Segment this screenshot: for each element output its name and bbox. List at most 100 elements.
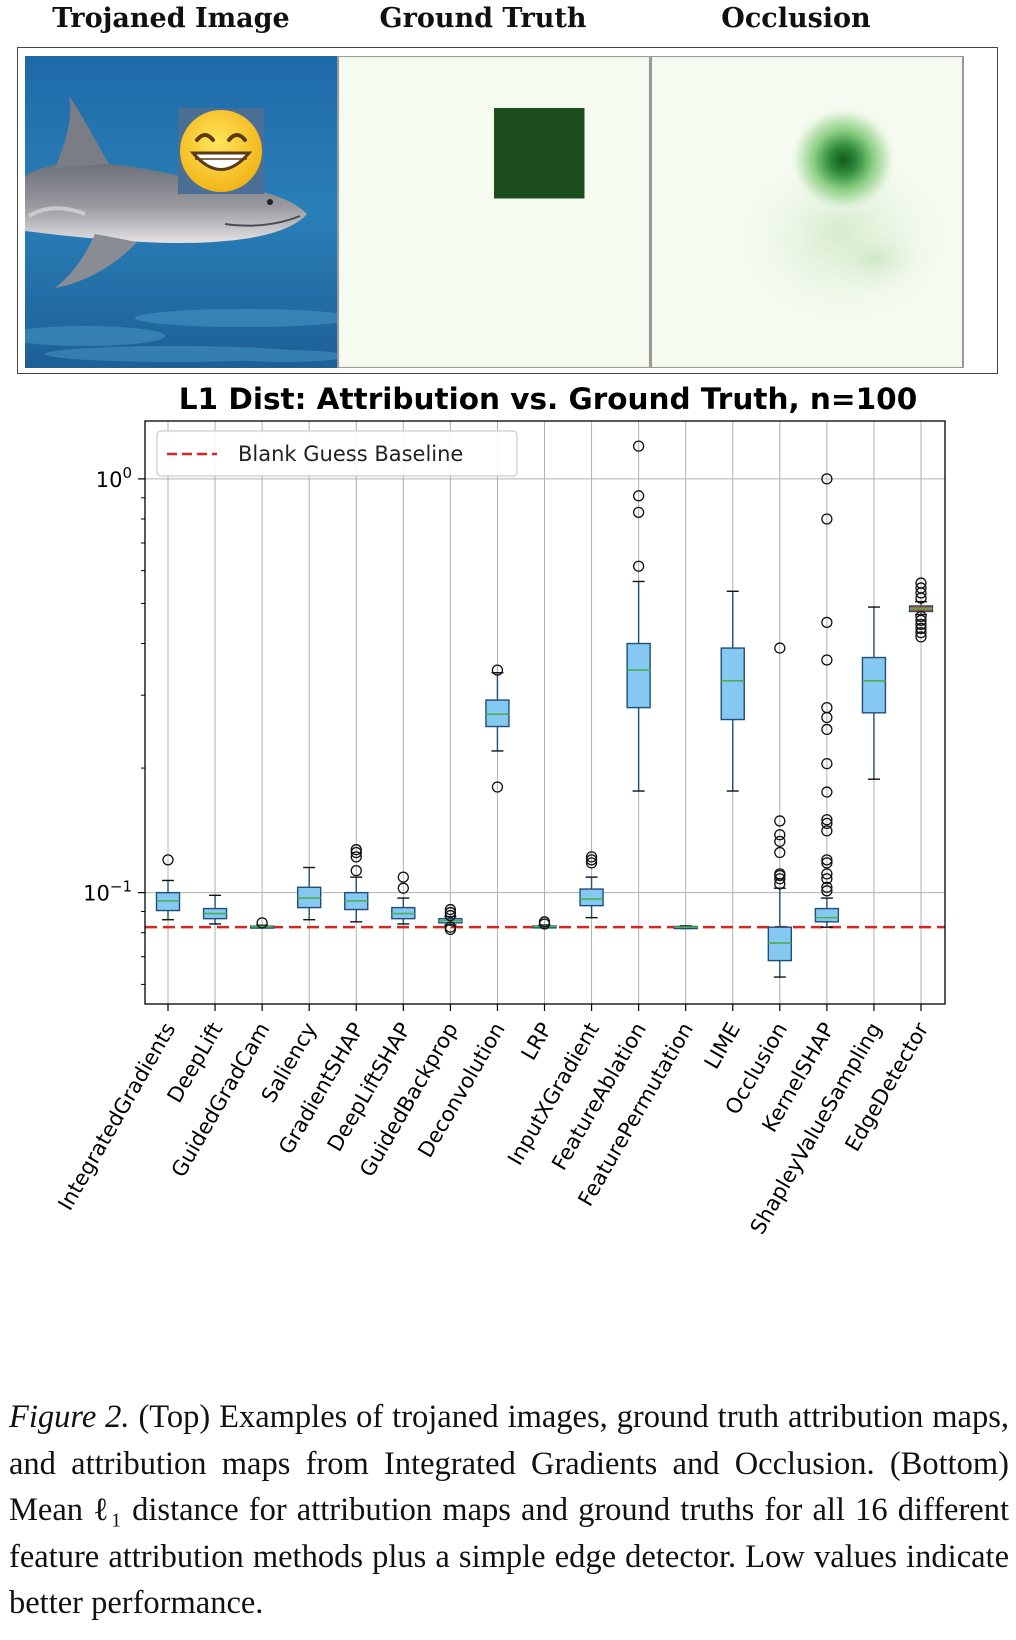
outlier-point: [538, 916, 551, 928]
outlier-point: [915, 614, 927, 627]
outlier-point: [585, 854, 598, 866]
outlier-point: [821, 757, 833, 770]
outlier-point: [821, 701, 833, 714]
outlier-point: [821, 616, 833, 629]
box-FeaturePermutation: [673, 925, 698, 930]
box-IntegratedGradients: [155, 854, 181, 921]
box-Saliency: [296, 866, 322, 921]
iqr-box: [485, 699, 510, 728]
box-LIME: [720, 590, 745, 792]
outlier-point: [585, 857, 598, 869]
panel-title-ground-truth: Ground Truth: [379, 3, 587, 34]
box-FeatureAblation: [626, 440, 651, 792]
boxplot-chart: L1 Dist: Attribution vs. Ground Truth, n…: [53, 382, 946, 1238]
outlier-point: [774, 815, 786, 827]
x-tick-label: IntegratedGradients: [53, 1019, 180, 1215]
occlusion-map: [650, 56, 964, 368]
outlier-point: [444, 909, 457, 922]
box-GradientSHAP: [344, 844, 369, 923]
box-ShapleyValueSampling: [861, 606, 887, 780]
outlier-point: [821, 881, 833, 893]
figure-caption: Figure 2. (Top) Examples of trojaned ima…: [9, 1394, 1009, 1627]
outlier-point: [397, 871, 409, 883]
outlier-point: [915, 626, 927, 639]
outlier-point: [774, 829, 786, 841]
outlier-point: [444, 906, 457, 919]
box-DeepLiftSHAP: [391, 871, 416, 925]
outlier-point: [821, 825, 833, 837]
x-tick-label: LRP: [517, 1019, 557, 1065]
outlier-point: [821, 473, 833, 485]
outlier-point: [915, 618, 927, 631]
outlier-point: [821, 885, 833, 897]
trojaned-image: [25, 56, 339, 368]
iqr-box: [579, 888, 604, 907]
x-tick-label: LIME: [700, 1019, 745, 1074]
sand-floor: [25, 309, 339, 362]
iqr-box: [720, 647, 745, 721]
outlier-point: [821, 513, 833, 525]
outlier-point: [915, 610, 927, 623]
outlier-point: [491, 664, 504, 676]
box-LRP: [532, 916, 557, 930]
outlier-point: [774, 835, 786, 848]
outlier-point: [585, 851, 598, 863]
caption-text: (Top) Examples of trojaned images, groun…: [9, 1399, 1010, 1621]
outlier-point: [774, 846, 786, 859]
iqr-box: [861, 656, 887, 714]
outlier-point: [632, 490, 645, 502]
outlier-point: [774, 868, 786, 880]
iqr-box: [814, 907, 840, 923]
outlier-point: [397, 882, 409, 894]
outlier-point: [821, 654, 833, 666]
panel-title-trojaned: Trojaned Image: [52, 3, 290, 34]
y-tick-label: 10−1: [83, 878, 132, 906]
outlier-point: [774, 642, 786, 654]
outlier-point: [821, 786, 833, 798]
outlier-point: [774, 873, 786, 885]
outlier-point: [821, 857, 833, 869]
outlier-point: [632, 506, 645, 519]
box-InputXGradient: [579, 851, 604, 919]
y-tick-label: 100: [96, 464, 132, 492]
outlier-point: [350, 844, 362, 856]
chart-title: L1 Dist: Attribution vs. Ground Truth, n…: [179, 382, 917, 416]
outlier-point: [821, 814, 833, 826]
box-GuidedBackprop: [438, 903, 463, 936]
box-Occlusion: [767, 642, 793, 978]
outlier-point: [444, 921, 457, 933]
outlier-point: [350, 846, 362, 859]
outlier-point: [821, 868, 833, 880]
outlier-point: [821, 723, 833, 736]
outlier-point: [632, 560, 645, 572]
outlier-point: [915, 582, 927, 594]
outlier-point: [915, 577, 927, 589]
outlier-point: [162, 854, 174, 866]
panel-title-occlusion: Occlusion: [721, 3, 871, 34]
attribution-image-strip: [17, 47, 998, 374]
outlier-point: [256, 917, 268, 929]
outlier-point: [915, 631, 927, 643]
ground-truth-trigger-region: [494, 108, 585, 199]
outlier-point: [821, 873, 833, 885]
legend: Blank Guess Baseline: [156, 430, 518, 477]
outlier-point: [491, 781, 504, 793]
occlusion-hotspot: [789, 105, 898, 215]
shark-icon: [25, 96, 307, 288]
box-DeepLift: [202, 894, 228, 925]
box-KernelSHAP: [814, 473, 840, 928]
legend-box: [156, 430, 518, 477]
outlier-point: [915, 622, 927, 635]
outlier-point: [444, 903, 457, 916]
box-EdgeDetector: [908, 577, 934, 643]
ground-truth-map: [337, 56, 651, 368]
box-Deconvolution: [485, 664, 510, 793]
outlier-point: [821, 817, 833, 830]
iqr-box: [626, 642, 651, 709]
grinning-emoji-icon: [180, 110, 262, 192]
outlier-point: [350, 865, 362, 877]
outlier-point: [350, 851, 362, 863]
legend-label: Blank Guess Baseline: [238, 442, 463, 466]
figure-label: Figure 2.: [9, 1399, 130, 1435]
outlier-point: [632, 440, 645, 452]
